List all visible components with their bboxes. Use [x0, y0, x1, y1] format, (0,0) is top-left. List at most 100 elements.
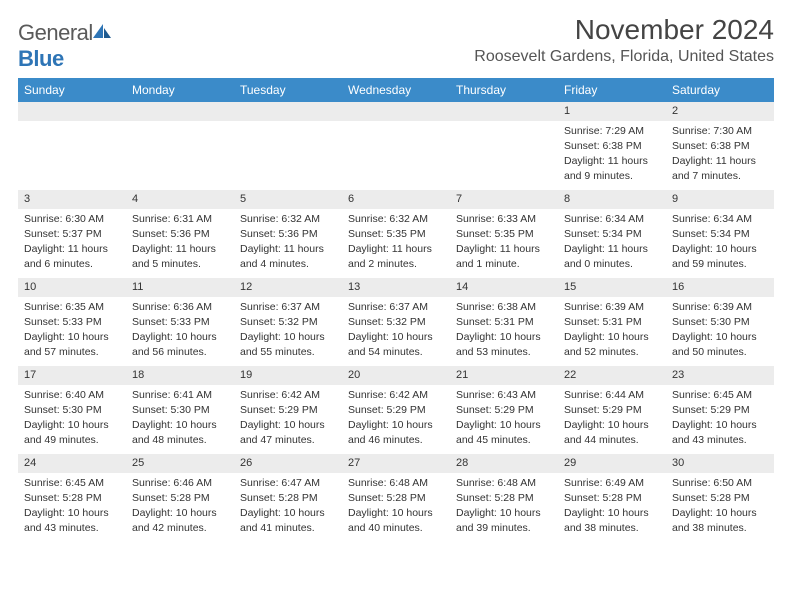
- sunrise-text: Sunrise: 6:42 AM: [348, 388, 444, 402]
- calendar-day-cell: 18Sunrise: 6:41 AMSunset: 5:30 PMDayligh…: [126, 366, 234, 454]
- daylight-text-2: and 38 minutes.: [672, 521, 768, 535]
- sunrise-text: Sunrise: 6:41 AM: [132, 388, 228, 402]
- sunrise-text: Sunrise: 6:50 AM: [672, 476, 768, 490]
- calendar-week-row: 24Sunrise: 6:45 AMSunset: 5:28 PMDayligh…: [18, 454, 774, 542]
- daylight-text-1: Daylight: 10 hours: [348, 418, 444, 432]
- day-body: Sunrise: 6:45 AMSunset: 5:28 PMDaylight:…: [18, 473, 126, 541]
- sunset-text: Sunset: 5:35 PM: [456, 227, 552, 241]
- day-number: 7: [450, 190, 558, 209]
- daylight-text-2: and 53 minutes.: [456, 345, 552, 359]
- sunset-text: Sunset: 5:28 PM: [564, 491, 660, 505]
- sunrise-text: Sunrise: 7:29 AM: [564, 124, 660, 138]
- day-number: 15: [558, 278, 666, 297]
- calendar-day-cell: 12Sunrise: 6:37 AMSunset: 5:32 PMDayligh…: [234, 278, 342, 366]
- sunrise-text: Sunrise: 6:40 AM: [24, 388, 120, 402]
- sunset-text: Sunset: 5:33 PM: [24, 315, 120, 329]
- day-body: Sunrise: 7:30 AMSunset: 6:38 PMDaylight:…: [666, 121, 774, 189]
- calendar-day-cell: 25Sunrise: 6:46 AMSunset: 5:28 PMDayligh…: [126, 454, 234, 542]
- calendar-day-cell: 11Sunrise: 6:36 AMSunset: 5:33 PMDayligh…: [126, 278, 234, 366]
- daylight-text-2: and 46 minutes.: [348, 433, 444, 447]
- day-body: Sunrise: 6:36 AMSunset: 5:33 PMDaylight:…: [126, 297, 234, 365]
- daylight-text-2: and 57 minutes.: [24, 345, 120, 359]
- day-body: Sunrise: 6:37 AMSunset: 5:32 PMDaylight:…: [342, 297, 450, 365]
- calendar-day-cell: [450, 102, 558, 190]
- sunrise-text: Sunrise: 6:32 AM: [240, 212, 336, 226]
- daylight-text-2: and 1 minute.: [456, 257, 552, 271]
- day-number: 5: [234, 190, 342, 209]
- sunset-text: Sunset: 6:38 PM: [672, 139, 768, 153]
- sunset-text: Sunset: 5:29 PM: [240, 403, 336, 417]
- calendar-head: SundayMondayTuesdayWednesdayThursdayFrid…: [18, 78, 774, 102]
- sunset-text: Sunset: 5:31 PM: [564, 315, 660, 329]
- calendar-day-cell: 14Sunrise: 6:38 AMSunset: 5:31 PMDayligh…: [450, 278, 558, 366]
- day-number: 3: [18, 190, 126, 209]
- daylight-text-2: and 54 minutes.: [348, 345, 444, 359]
- daylight-text-1: Daylight: 10 hours: [456, 506, 552, 520]
- calendar-day-cell: 16Sunrise: 6:39 AMSunset: 5:30 PMDayligh…: [666, 278, 774, 366]
- daylight-text-2: and 47 minutes.: [240, 433, 336, 447]
- weekday-header: Monday: [126, 78, 234, 102]
- daylight-text-1: Daylight: 10 hours: [672, 506, 768, 520]
- daylight-text-1: Daylight: 11 hours: [456, 242, 552, 256]
- calendar-day-cell: 27Sunrise: 6:48 AMSunset: 5:28 PMDayligh…: [342, 454, 450, 542]
- daylight-text-1: Daylight: 10 hours: [672, 242, 768, 256]
- day-number: [234, 102, 342, 121]
- calendar-day-cell: 8Sunrise: 6:34 AMSunset: 5:34 PMDaylight…: [558, 190, 666, 278]
- sunrise-text: Sunrise: 6:49 AM: [564, 476, 660, 490]
- daylight-text-1: Daylight: 11 hours: [24, 242, 120, 256]
- day-number: 6: [342, 190, 450, 209]
- day-number: 27: [342, 454, 450, 473]
- day-body: Sunrise: 6:46 AMSunset: 5:28 PMDaylight:…: [126, 473, 234, 541]
- sunrise-text: Sunrise: 7:30 AM: [672, 124, 768, 138]
- day-number: 22: [558, 366, 666, 385]
- calendar-day-cell: 4Sunrise: 6:31 AMSunset: 5:36 PMDaylight…: [126, 190, 234, 278]
- daylight-text-1: Daylight: 10 hours: [672, 418, 768, 432]
- calendar-day-cell: 2Sunrise: 7:30 AMSunset: 6:38 PMDaylight…: [666, 102, 774, 190]
- sunrise-text: Sunrise: 6:45 AM: [672, 388, 768, 402]
- sunrise-text: Sunrise: 6:43 AM: [456, 388, 552, 402]
- calendar-day-cell: 5Sunrise: 6:32 AMSunset: 5:36 PMDaylight…: [234, 190, 342, 278]
- sunrise-text: Sunrise: 6:46 AM: [132, 476, 228, 490]
- calendar-day-cell: 22Sunrise: 6:44 AMSunset: 5:29 PMDayligh…: [558, 366, 666, 454]
- daylight-text-2: and 7 minutes.: [672, 169, 768, 183]
- day-number: 25: [126, 454, 234, 473]
- day-number: 4: [126, 190, 234, 209]
- daylight-text-1: Daylight: 10 hours: [456, 330, 552, 344]
- day-body: Sunrise: 6:39 AMSunset: 5:31 PMDaylight:…: [558, 297, 666, 365]
- daylight-text-1: Daylight: 11 hours: [564, 242, 660, 256]
- day-body: Sunrise: 6:34 AMSunset: 5:34 PMDaylight:…: [666, 209, 774, 277]
- daylight-text-2: and 38 minutes.: [564, 521, 660, 535]
- daylight-text-2: and 39 minutes.: [456, 521, 552, 535]
- sunset-text: Sunset: 5:28 PM: [672, 491, 768, 505]
- day-number: [450, 102, 558, 121]
- day-number: 19: [234, 366, 342, 385]
- daylight-text-1: Daylight: 10 hours: [348, 330, 444, 344]
- day-number: 29: [558, 454, 666, 473]
- daylight-text-1: Daylight: 10 hours: [240, 330, 336, 344]
- calendar-day-cell: 10Sunrise: 6:35 AMSunset: 5:33 PMDayligh…: [18, 278, 126, 366]
- day-body: Sunrise: 6:33 AMSunset: 5:35 PMDaylight:…: [450, 209, 558, 277]
- sunrise-text: Sunrise: 6:34 AM: [564, 212, 660, 226]
- calendar-day-cell: 19Sunrise: 6:42 AMSunset: 5:29 PMDayligh…: [234, 366, 342, 454]
- daylight-text-2: and 4 minutes.: [240, 257, 336, 271]
- day-body: Sunrise: 6:44 AMSunset: 5:29 PMDaylight:…: [558, 385, 666, 453]
- calendar-day-cell: 30Sunrise: 6:50 AMSunset: 5:28 PMDayligh…: [666, 454, 774, 542]
- calendar-day-cell: 17Sunrise: 6:40 AMSunset: 5:30 PMDayligh…: [18, 366, 126, 454]
- day-number: 9: [666, 190, 774, 209]
- calendar-body: 1Sunrise: 7:29 AMSunset: 6:38 PMDaylight…: [18, 102, 774, 542]
- sunset-text: Sunset: 5:28 PM: [348, 491, 444, 505]
- calendar-week-row: 1Sunrise: 7:29 AMSunset: 6:38 PMDaylight…: [18, 102, 774, 190]
- sunrise-text: Sunrise: 6:36 AM: [132, 300, 228, 314]
- sunset-text: Sunset: 5:29 PM: [348, 403, 444, 417]
- calendar-day-cell: 29Sunrise: 6:49 AMSunset: 5:28 PMDayligh…: [558, 454, 666, 542]
- daylight-text-2: and 43 minutes.: [24, 521, 120, 535]
- day-number: 8: [558, 190, 666, 209]
- daylight-text-1: Daylight: 10 hours: [24, 330, 120, 344]
- calendar-day-cell: 3Sunrise: 6:30 AMSunset: 5:37 PMDaylight…: [18, 190, 126, 278]
- daylight-text-2: and 45 minutes.: [456, 433, 552, 447]
- daylight-text-1: Daylight: 10 hours: [672, 330, 768, 344]
- daylight-text-2: and 41 minutes.: [240, 521, 336, 535]
- sunrise-text: Sunrise: 6:35 AM: [24, 300, 120, 314]
- calendar-day-cell: 6Sunrise: 6:32 AMSunset: 5:35 PMDaylight…: [342, 190, 450, 278]
- header: GeneralBlue November 2024 Roosevelt Gard…: [18, 14, 774, 72]
